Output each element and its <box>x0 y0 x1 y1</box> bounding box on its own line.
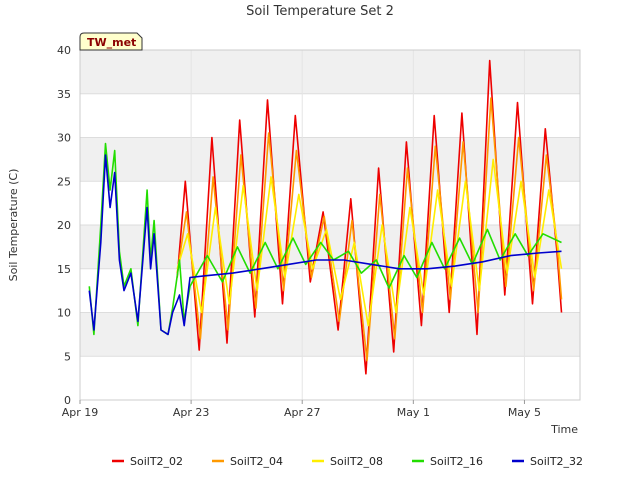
series-line-soilt2-16 <box>88 142 562 336</box>
y-tick-label: 30 <box>57 132 71 145</box>
y-tick-label: 0 <box>64 394 71 407</box>
series-line-soilt2-32 <box>88 154 562 336</box>
y-tick-label: 10 <box>57 307 71 320</box>
chart-title: Soil Temperature Set 2 <box>246 4 394 19</box>
x-tick-label: Apr 19 <box>62 406 99 419</box>
x-axis-title: Time <box>550 423 578 436</box>
legend-label: SoilT2_32 <box>530 455 583 468</box>
x-tick-label: May 5 <box>508 406 541 419</box>
series-line-soilt2-08 <box>176 158 563 327</box>
plot-frame <box>79 49 581 401</box>
x-tick-label: Apr 23 <box>173 406 210 419</box>
y-tick-label: 5 <box>64 350 71 363</box>
plot-band <box>80 50 580 94</box>
plot-band <box>80 312 580 357</box>
legend: SoilT2_02 SoilT2_04 SoilT2_08 SoilT2_16 Soil… <box>112 455 583 468</box>
series-line-soilt2-02 <box>176 59 563 375</box>
legend-label: SoilT2_16 <box>430 455 483 468</box>
x-tick-label: Apr 27 <box>284 406 321 419</box>
plot-background-bands <box>80 50 580 357</box>
station-badge-label: TW_met <box>87 36 136 49</box>
y-axis-ticks: 0 5 10 15 20 25 30 35 40 <box>57 44 71 407</box>
x-axis-ticks: Apr 19 Apr 23 Apr 27 May 1 May 5 <box>62 400 541 419</box>
y-tick-label: 35 <box>57 88 71 101</box>
y-axis-title: Soil Temperature (C) <box>7 169 20 282</box>
legend-label: SoilT2_02 <box>130 455 183 468</box>
y-tick-label: 40 <box>57 44 71 57</box>
x-tick-label: May 1 <box>397 406 430 419</box>
y-tick-label: 20 <box>57 219 71 232</box>
y-tick-label: 25 <box>57 175 71 188</box>
series-line-soilt2-04 <box>176 97 563 362</box>
series-lines <box>88 59 563 375</box>
y-tick-label: 15 <box>57 263 71 276</box>
legend-label: SoilT2_08 <box>330 455 383 468</box>
station-badge: TW_met <box>79 32 143 51</box>
legend-label: SoilT2_04 <box>230 455 283 468</box>
plot-band <box>80 137 580 182</box>
